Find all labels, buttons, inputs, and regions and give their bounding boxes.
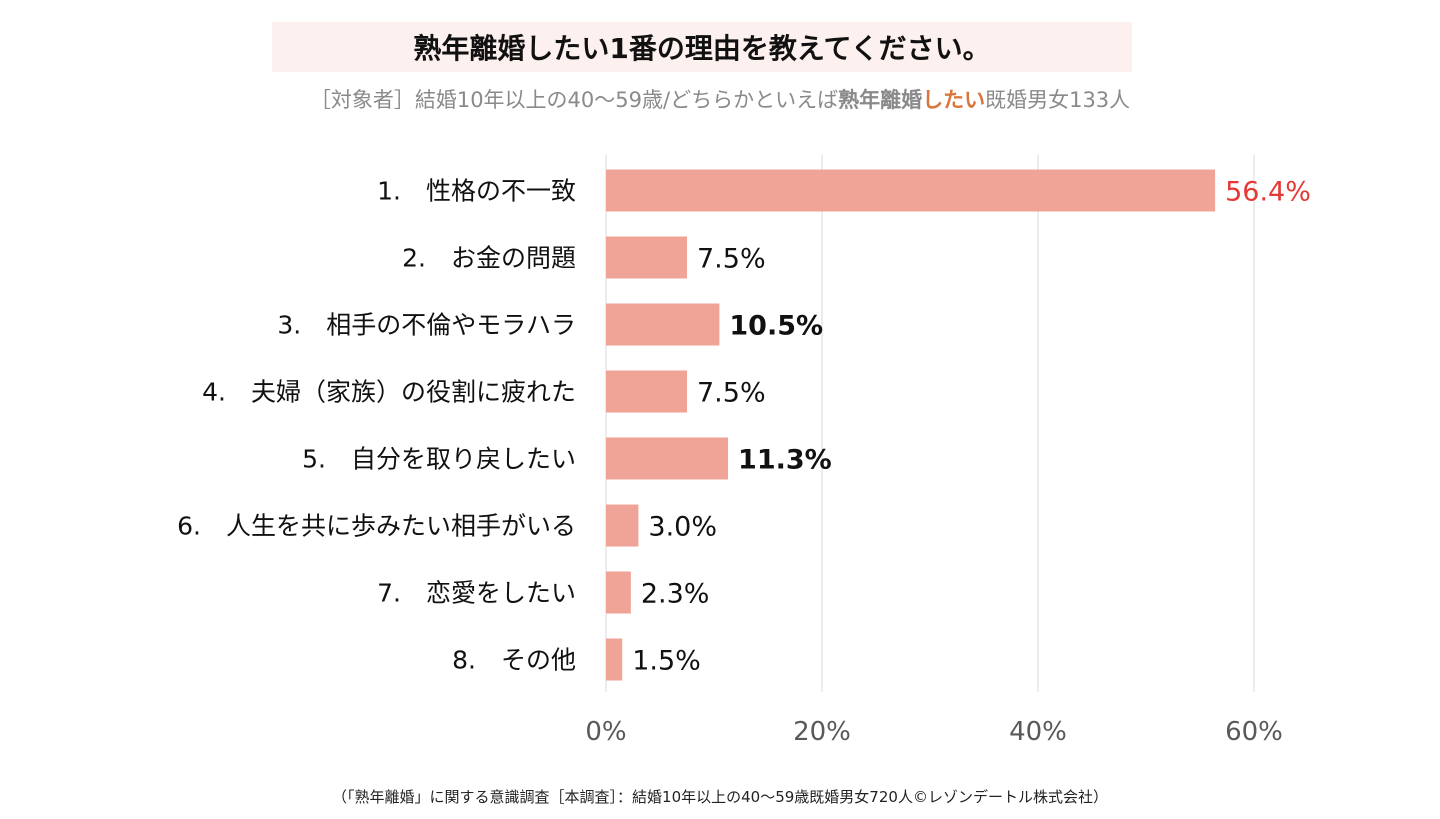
- subtitle-prefix: ［対象者］結婚10年以上の40～59歳/どちらかといえば: [309, 88, 839, 112]
- category-label: 1. 性格の不一致: [377, 177, 576, 206]
- bar: [606, 437, 729, 480]
- footnote: （「熟年離婚」に関する意識調査［本調査］：結婚10年以上の40～59歳既婚男女7…: [332, 788, 1108, 806]
- subtitle-suffix: 既婚男女133人: [985, 88, 1131, 112]
- value-label: 3.0%: [648, 512, 717, 543]
- chart-title-box: 熟年離婚したい1番の理由を教えてください。: [272, 22, 1132, 72]
- category-label: 3. 相手の不倫やモラハラ: [277, 311, 576, 340]
- value-label: 7.5%: [697, 378, 766, 409]
- value-label: 7.5%: [697, 244, 766, 275]
- chart-subtitle: ［対象者］結婚10年以上の40～59歳/どちらかといえば熟年離婚したい既婚男女1…: [0, 84, 1440, 114]
- value-label: 11.3%: [738, 445, 832, 476]
- chart-title: 熟年離婚したい1番の理由を教えてください。: [413, 32, 991, 65]
- bar: [606, 504, 639, 547]
- category-label: 7. 恋愛をしたい: [377, 579, 576, 608]
- bar: [606, 303, 720, 346]
- bar: [606, 638, 623, 681]
- value-label: 1.5%: [632, 646, 701, 677]
- category-label: 6. 人生を共に歩みたい相手がいる: [177, 512, 576, 541]
- x-tick-label: 40%: [1009, 717, 1067, 747]
- bar: [606, 370, 687, 413]
- bar: [606, 571, 631, 614]
- x-tick-label: 0%: [585, 717, 626, 747]
- category-label: 2. お金の問題: [402, 244, 576, 273]
- category-label: 5. 自分を取り戻したい: [302, 445, 576, 474]
- value-label: 2.3%: [641, 579, 710, 610]
- x-tick-label: 20%: [793, 717, 851, 747]
- value-label: 56.4%: [1225, 177, 1311, 208]
- category-label: 4. 夫婦（家族）の役割に疲れた: [202, 378, 576, 407]
- subtitle-bold-want: したい: [922, 88, 986, 112]
- value-label: 10.5%: [729, 311, 823, 342]
- subtitle-bold-divorce: 熟年離婚: [838, 88, 923, 112]
- bar: [606, 169, 1216, 212]
- x-tick-label: 60%: [1225, 717, 1283, 747]
- bar: [606, 236, 687, 279]
- category-label: 8. その他: [452, 646, 576, 675]
